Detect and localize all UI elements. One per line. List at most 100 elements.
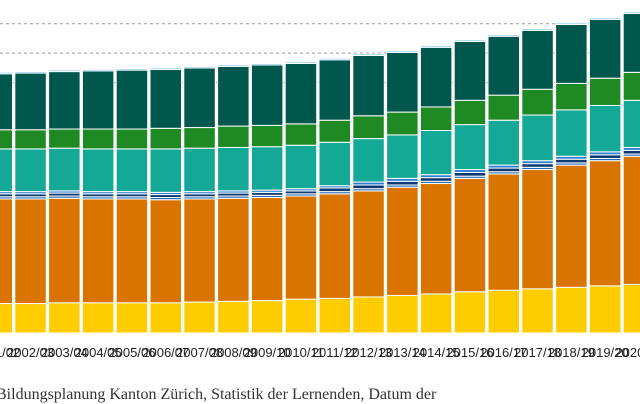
bar-dark-green-2010/11	[284, 62, 318, 125]
bar-green-2010/11	[284, 123, 318, 146]
bar-green-2002/03	[14, 129, 47, 150]
bar-teal-2018/19	[555, 109, 588, 157]
bar-orange-2009/10	[250, 197, 284, 302]
bar-blue-3-2001/02	[0, 191, 13, 195]
bar-blue-2-2016/17	[487, 167, 520, 173]
bar-orange-2004/05	[81, 198, 115, 304]
bar-light-blue-2017/18	[521, 28, 554, 31]
bar-light-blue-2008/09	[217, 64, 250, 67]
bar-teal-2012/13	[352, 138, 385, 183]
bar-teal-2001/02	[0, 148, 13, 193]
bar-teal-2014/15	[419, 130, 453, 176]
bar-light-blue-2002/03	[14, 71, 47, 74]
bar-green-2011/12	[318, 119, 351, 143]
bar-yellow-2019/20	[588, 285, 622, 334]
bar-teal-2004/05	[81, 148, 115, 193]
bar-teal-2002/03	[14, 148, 47, 193]
bar-yellow-2008/09	[217, 300, 250, 334]
bar-yellow-2006/07	[149, 302, 182, 334]
bar-dark-green-2020/21	[622, 12, 640, 73]
x-tick-label: 2009/10	[244, 345, 291, 360]
bar-teal-2015/16	[453, 124, 487, 171]
bar-green-2006/07	[149, 127, 182, 150]
bar-orange-2006/07	[149, 199, 182, 304]
x-tick-label: 2003/04	[41, 345, 88, 360]
bar-light-blue-2009/10	[250, 62, 284, 66]
bars	[0, 11, 640, 334]
bar-teal-2005/06	[115, 148, 149, 193]
x-tick-label: 2019/20	[582, 345, 629, 360]
bar-teal-2007/08	[183, 147, 216, 193]
bar-yellow-2012/13	[352, 296, 385, 334]
bar-dark-green-2016/17	[487, 35, 520, 96]
bar-teal-2006/07	[149, 148, 182, 193]
bar-light-blue-2003/04	[48, 69, 81, 73]
bar-teal-2009/10	[250, 146, 284, 191]
bar-orange-2017/18	[521, 169, 554, 290]
bar-light-blue-2014/15	[419, 45, 453, 48]
bar-dark-green-2008/09	[217, 65, 250, 127]
bar-yellow-2020/21	[622, 283, 640, 334]
bar-blue-2-2011/12	[318, 187, 351, 193]
bar-dark-green-2005/06	[115, 69, 149, 130]
x-tick-label: 2002/03	[7, 345, 54, 360]
bar-orange-2012/13	[352, 190, 385, 298]
bar-teal-2003/04	[48, 147, 81, 192]
bar-blue-1-2001/02	[0, 196, 13, 200]
bar-green-2019/20	[588, 77, 622, 106]
bar-teal-2020/21	[622, 99, 640, 148]
bar-light-blue-2007/08	[183, 65, 216, 69]
bar-light-blue-2015/16	[453, 39, 487, 42]
x-tick-label: 2010/11	[278, 345, 324, 360]
bar-dark-green-2017/18	[521, 29, 554, 90]
bar-teal-2011/12	[318, 141, 351, 187]
bar-blue-2-2012/13	[352, 184, 385, 190]
x-tick-label: 2017/18	[514, 345, 561, 360]
bar-light-blue-2011/12	[318, 57, 351, 61]
bar-yellow-2001/02	[0, 303, 13, 334]
bar-orange-2013/14	[386, 186, 419, 296]
bar-dark-green-2004/05	[81, 70, 115, 130]
bar-teal-2017/18	[521, 114, 554, 162]
bar-light-blue-2012/13	[352, 53, 385, 56]
bar-green-2018/19	[555, 82, 588, 111]
bar-orange-2018/19	[555, 164, 588, 288]
bar-light-blue-2001/02	[0, 71, 13, 75]
bar-light-blue-2013/14	[386, 50, 419, 53]
bar-yellow-2003/04	[48, 302, 81, 334]
x-tick-label: 2007/08	[176, 345, 223, 360]
bar-dark-green-2018/19	[555, 23, 588, 84]
bar-blue-2-2019/20	[588, 154, 622, 159]
bar-orange-2011/12	[318, 193, 351, 299]
bar-blue-2-2001/02	[0, 193, 13, 198]
x-tick-label: 2005/06	[108, 345, 155, 360]
bar-teal-2008/09	[217, 146, 250, 192]
bar-teal-2019/20	[588, 104, 622, 153]
bar-light-blue-2018/19	[555, 22, 588, 25]
bar-light-blue-2020/21	[622, 11, 640, 14]
bar-orange-2007/08	[183, 198, 216, 303]
x-axis-ticks: 2001/022002/032003/042004/052005/062006/…	[0, 345, 640, 360]
bar-orange-2015/16	[453, 177, 487, 293]
bar-green-2012/13	[352, 115, 385, 140]
x-tick-label: 2008/09	[210, 345, 257, 360]
bar-green-2001/02	[0, 129, 13, 150]
bar-orange-2016/17	[487, 173, 520, 291]
bar-dark-green-2014/15	[419, 46, 453, 108]
x-tick-label: 2018/19	[548, 345, 595, 360]
x-tick-label: 2006/07	[142, 345, 189, 360]
bar-light-blue-2010/11	[284, 61, 318, 64]
bar-yellow-2017/18	[521, 288, 554, 334]
bar-yellow-2014/15	[419, 293, 453, 334]
bar-blue-2-2017/18	[521, 163, 554, 168]
bar-yellow-2005/06	[115, 302, 149, 334]
bar-dark-green-2006/07	[149, 68, 182, 129]
bar-yellow-2002/03	[14, 303, 47, 334]
bar-dark-green-2009/10	[250, 64, 284, 126]
bar-green-2016/17	[487, 94, 520, 121]
bar-blue-2-2020/21	[622, 149, 640, 155]
bar-blue-2-2015/16	[453, 171, 487, 177]
bar-teal-2010/11	[284, 144, 318, 190]
